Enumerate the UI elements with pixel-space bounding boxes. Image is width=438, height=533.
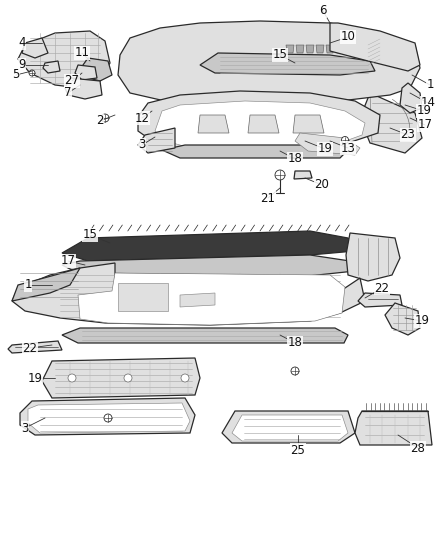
Polygon shape [355,411,432,445]
Text: 14: 14 [420,96,435,109]
Polygon shape [42,358,200,398]
Text: 7: 7 [64,86,72,100]
Circle shape [29,70,35,76]
Polygon shape [360,93,422,153]
Text: 22: 22 [374,281,389,295]
Circle shape [342,136,349,143]
Polygon shape [358,293,402,307]
Polygon shape [294,171,312,179]
Polygon shape [376,45,384,53]
Polygon shape [75,65,97,80]
Polygon shape [162,145,345,158]
Polygon shape [346,233,400,281]
Polygon shape [200,53,375,75]
Text: 1: 1 [24,279,32,292]
Text: 19: 19 [318,142,332,156]
Polygon shape [198,115,229,133]
Text: 19: 19 [417,104,431,117]
Circle shape [68,374,76,382]
Text: 13: 13 [341,141,356,155]
Polygon shape [336,45,344,53]
Polygon shape [316,45,324,53]
Text: 15: 15 [82,229,97,241]
Polygon shape [346,45,354,53]
Text: 27: 27 [64,75,80,87]
Text: 15: 15 [272,49,287,61]
Polygon shape [296,45,304,53]
Polygon shape [62,328,348,343]
Text: 5: 5 [12,69,20,82]
Polygon shape [138,128,175,153]
Polygon shape [356,45,364,53]
Polygon shape [8,341,62,353]
Polygon shape [43,61,60,73]
Text: 28: 28 [410,441,425,455]
Polygon shape [138,91,380,153]
Text: 25: 25 [290,443,305,456]
Text: 22: 22 [22,342,38,354]
Text: 23: 23 [401,128,415,141]
Text: 1: 1 [426,78,434,92]
Polygon shape [145,108,167,123]
Polygon shape [12,268,80,301]
Polygon shape [286,45,294,53]
Polygon shape [366,45,374,53]
Circle shape [181,374,189,382]
Text: 9: 9 [18,59,26,71]
Polygon shape [62,231,355,261]
Polygon shape [232,415,348,441]
Polygon shape [20,398,195,435]
Polygon shape [326,45,334,53]
Polygon shape [12,263,365,325]
Polygon shape [180,293,215,307]
Polygon shape [330,23,420,71]
Text: 2: 2 [96,115,104,127]
Polygon shape [400,83,422,113]
Polygon shape [295,133,360,155]
Circle shape [124,374,132,382]
Polygon shape [83,58,112,81]
Text: 3: 3 [138,139,146,151]
Polygon shape [78,273,345,325]
Text: 21: 21 [261,191,276,205]
Polygon shape [222,411,355,443]
Circle shape [101,114,109,122]
Text: 17: 17 [60,254,75,268]
Polygon shape [248,115,279,133]
Circle shape [275,170,285,180]
Polygon shape [385,303,420,335]
Text: 17: 17 [417,118,432,132]
Text: 18: 18 [288,336,302,350]
Text: 18: 18 [288,152,302,166]
Circle shape [291,367,299,375]
Text: 6: 6 [319,4,327,18]
Polygon shape [386,45,394,53]
Text: 3: 3 [21,422,28,434]
Polygon shape [28,403,190,433]
Polygon shape [62,255,355,276]
Text: 20: 20 [314,179,329,191]
Text: 10: 10 [341,30,356,44]
Text: 19: 19 [28,372,42,384]
Polygon shape [293,115,324,133]
Text: 11: 11 [74,46,89,60]
Text: 12: 12 [134,111,149,125]
Text: 19: 19 [414,314,430,327]
Polygon shape [65,78,102,99]
Polygon shape [18,31,110,88]
Polygon shape [118,283,168,311]
Polygon shape [155,101,365,151]
Circle shape [104,414,112,422]
Polygon shape [306,45,314,53]
Polygon shape [22,38,48,58]
Polygon shape [118,21,420,105]
Text: 4: 4 [18,36,26,50]
